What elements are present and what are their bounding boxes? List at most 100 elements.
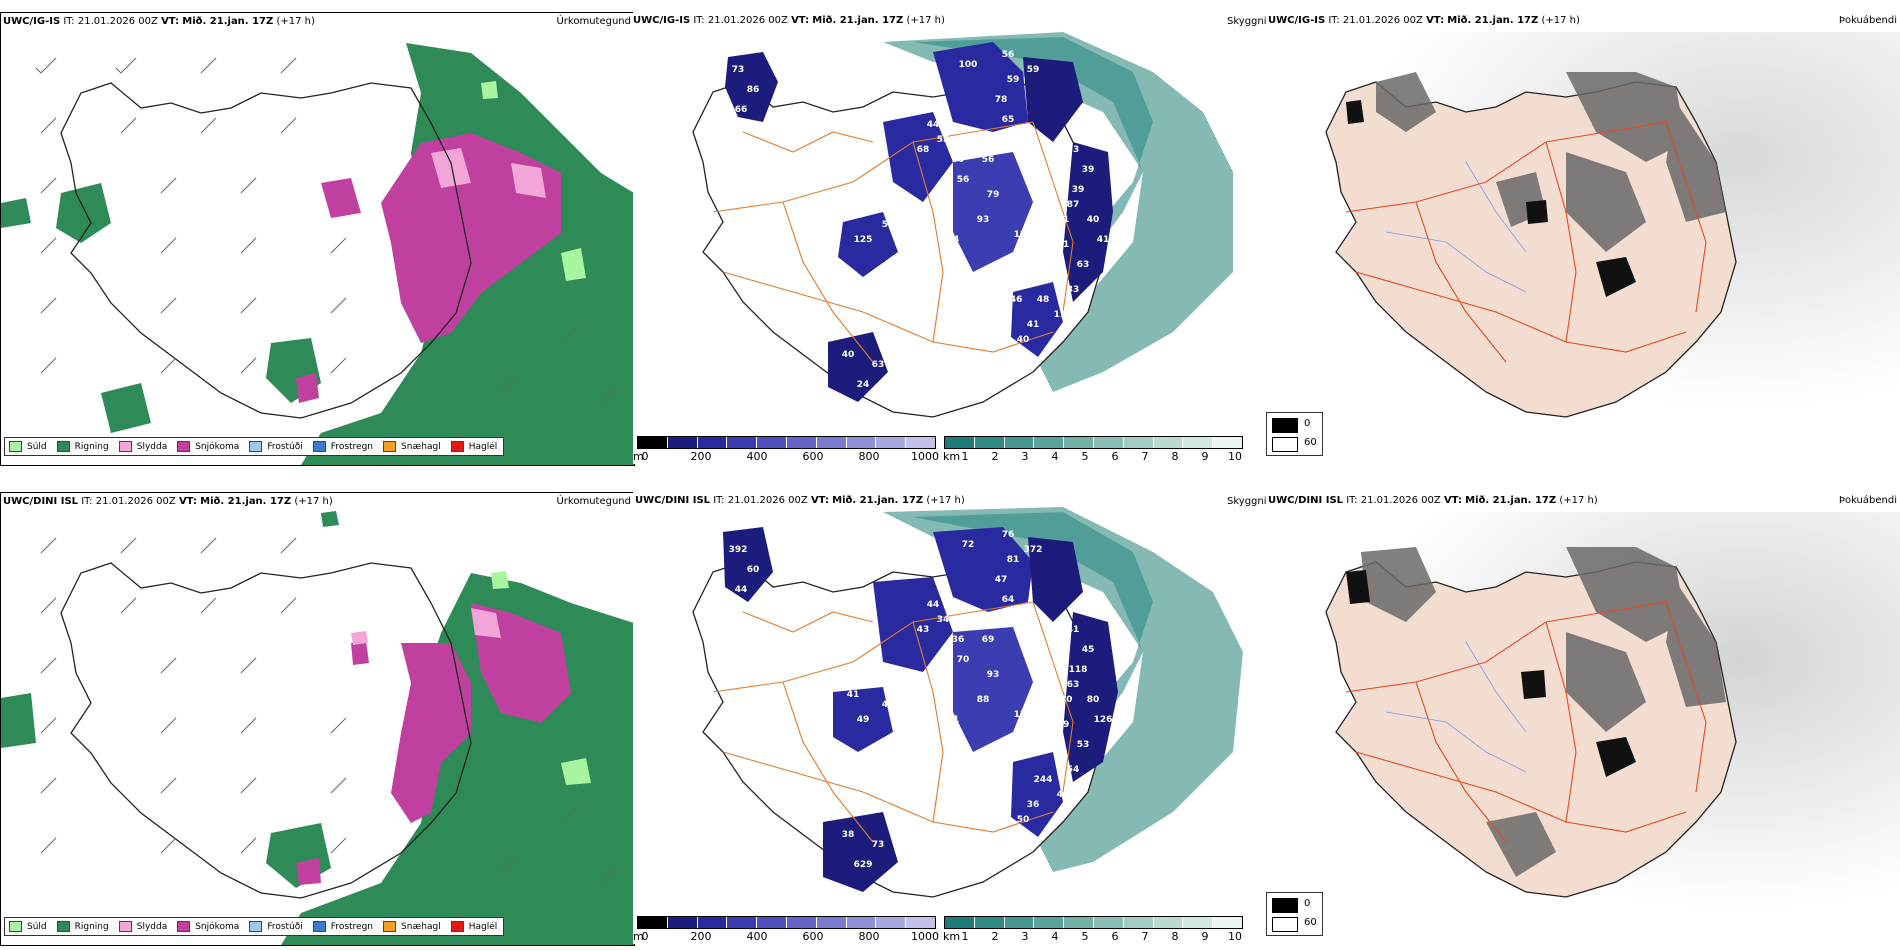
colorbar-segment (1183, 437, 1214, 448)
snow-depth-label: 45 (1082, 645, 1095, 655)
tick-label: 4 (1051, 930, 1059, 943)
depth-unit: m (633, 450, 644, 463)
legend-swatch (383, 921, 397, 932)
colorbar-segment (667, 917, 698, 928)
it-label: IT: (63, 16, 75, 27)
snow-depth-label: 61 (947, 715, 960, 725)
snow-depth-label: 56 (982, 155, 995, 165)
colorbar-segment (876, 437, 907, 448)
vt-label: VT: (1443, 495, 1462, 506)
legend-swatch (383, 441, 397, 452)
lead-time: (+17 h) (276, 16, 315, 27)
snow-depth-label: 34 (847, 210, 860, 220)
colorbar-segment (906, 437, 935, 448)
it-label: IT: (81, 496, 93, 507)
model-name: UWC/IG-IS (633, 15, 691, 26)
colorbar-segment (757, 437, 787, 448)
visibility-unit: km (943, 930, 961, 943)
legend-item-6: Snæhagl (379, 918, 447, 935)
snow-header-bottom: UWC/DINI ISL IT: 21.01.2026 00Z VT: Mið.… (635, 495, 965, 506)
snow-depth-label: 40 (882, 700, 895, 710)
snow-depth-label: 73 (732, 65, 745, 75)
it-value: 21.01.2026 00Z (727, 495, 808, 506)
tick-label: 8 (1171, 450, 1179, 463)
snow-depth-label: 116 (1039, 740, 1058, 750)
cloud-title: Þokuábendi (1838, 15, 1897, 26)
snow-depth-label: 79 (987, 190, 1000, 200)
snow-depth-label: 66 (735, 105, 748, 115)
tick-label: 6 (1111, 450, 1119, 463)
precip-title: Úrkomutegund (556, 16, 631, 27)
legend-item-4: Frostúði (245, 918, 308, 935)
colorbar-segment (1004, 437, 1035, 448)
lead-time: (+17 h) (926, 495, 965, 506)
colorbar-segment (1093, 917, 1124, 928)
colorbar-segment (667, 437, 698, 448)
cloud-label-0: 0 (1304, 898, 1311, 909)
colorbar-segment (846, 917, 877, 928)
tick-label: 4 (1051, 450, 1059, 463)
snow-depth-label: 72 (987, 755, 1000, 765)
snow-depth-label: 73 (1052, 655, 1065, 665)
legend-item-0: Súld (5, 918, 53, 935)
snow-depth-label: 65 (1002, 115, 1015, 125)
tick-label: 10 (1228, 450, 1242, 463)
cloud-swatch-black (1272, 418, 1298, 433)
snow-depth-label: 86 (1072, 305, 1085, 315)
snow-depth-label: 244 (1034, 775, 1053, 785)
tick-label: 3 (1021, 930, 1029, 943)
legend-swatch (177, 921, 191, 932)
precip-header-top: UWC/IG-IS IT: 21.01.2026 00Z VT: Mið. 21… (3, 16, 315, 27)
snow-depth-label: 180 (1014, 230, 1033, 240)
legend-item-1: Rigning (53, 918, 115, 935)
snow-depth-label: 126 (1094, 715, 1113, 725)
model-name: UWC/DINI ISL (1268, 495, 1344, 506)
snow-depth-label: 29 (927, 745, 940, 755)
colorbar-segment (1213, 917, 1242, 928)
snow-depth-label: 37 (1012, 135, 1025, 145)
vt-label: VT: (1426, 15, 1445, 26)
legend-swatch (312, 441, 326, 452)
snow-depth-label: 64 (1002, 595, 1015, 605)
snow-depth-label: 54 (1067, 765, 1080, 775)
vt-label: VT: (178, 496, 197, 507)
snow-depth-label: 53 (1077, 740, 1090, 750)
snow-depth-label: 118 (1054, 310, 1073, 320)
legend-item-3: Snjókoma (173, 438, 245, 455)
it-value: 21.01.2026 00Z (77, 16, 158, 27)
vt-value: Mið. 21.jan. 17Z (182, 16, 274, 27)
colorbar-segment (974, 917, 1005, 928)
snow-depth-label: 55 (937, 135, 950, 145)
vt-value: Mið. 21.jan. 17Z (832, 495, 924, 506)
snow-depth-label: 86 (747, 85, 760, 95)
cloud-label-60: 60 (1304, 917, 1317, 928)
legend-label: Frostúði (267, 921, 303, 932)
snow-depth-label: 63 (1077, 260, 1090, 270)
tick-label: 5 (1081, 930, 1089, 943)
colorbar-segment (945, 917, 975, 928)
cloud-legend: 0 60 (1266, 892, 1323, 936)
tick-label: 7 (1141, 450, 1149, 463)
depth-colorbar (637, 436, 936, 449)
snow-depth-label: 48 (1037, 295, 1050, 305)
it-value: 21.01.2026 00Z (707, 15, 788, 26)
visibility-colorbar (944, 436, 1243, 449)
colorbar-segment (974, 437, 1005, 448)
tick-label: 9 (1201, 930, 1209, 943)
legend-label: Rigning (74, 921, 109, 932)
tick-label: 1000 (911, 930, 939, 943)
tick-label: 2 (991, 450, 999, 463)
legend-swatch (118, 441, 132, 452)
snow-depth-label: 41 (1057, 790, 1070, 800)
snow-depth-label: 44 (927, 600, 940, 610)
it-value: 21.01.2026 00Z (95, 496, 176, 507)
snow-depth-label: 81 (1007, 555, 1020, 565)
snow-depth-label: 41 (847, 690, 860, 700)
legend-item-7: Haglél (447, 438, 504, 455)
snow-depth-label: 56 (957, 175, 970, 185)
colorbar-segment (1004, 917, 1035, 928)
snow-depth-label: 88 (977, 695, 990, 705)
